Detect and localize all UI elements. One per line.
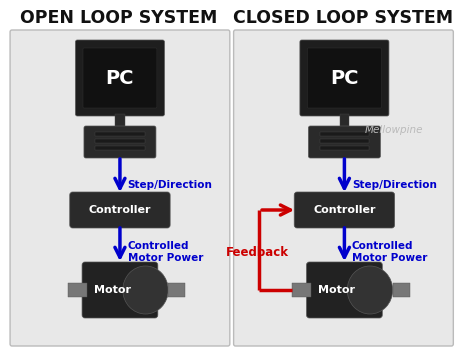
Text: Controller: Controller bbox=[89, 205, 151, 215]
Circle shape bbox=[123, 266, 168, 314]
Bar bbox=[320, 139, 369, 143]
Bar bbox=[320, 132, 369, 136]
Bar bbox=[168, 283, 185, 297]
FancyBboxPatch shape bbox=[75, 40, 164, 116]
Bar bbox=[392, 283, 410, 297]
Text: Controlled
Motor Power: Controlled Motor Power bbox=[352, 241, 428, 263]
FancyBboxPatch shape bbox=[300, 40, 389, 116]
Bar bbox=[95, 132, 145, 136]
Bar bbox=[340, 114, 349, 128]
FancyBboxPatch shape bbox=[83, 48, 157, 108]
Text: Motor: Motor bbox=[94, 285, 131, 295]
FancyBboxPatch shape bbox=[84, 126, 156, 158]
Text: PC: PC bbox=[330, 68, 359, 88]
Text: Motor: Motor bbox=[319, 285, 356, 295]
FancyBboxPatch shape bbox=[307, 262, 383, 318]
Text: OPEN LOOP SYSTEM: OPEN LOOP SYSTEM bbox=[20, 9, 218, 27]
Text: PC: PC bbox=[106, 68, 134, 88]
Text: Step/Direction: Step/Direction bbox=[128, 180, 212, 190]
Text: Controlled
Motor Power: Controlled Motor Power bbox=[128, 241, 203, 263]
Bar bbox=[68, 283, 87, 297]
Bar bbox=[115, 114, 125, 128]
Bar bbox=[320, 146, 369, 150]
FancyBboxPatch shape bbox=[309, 126, 381, 158]
Text: CLOSED LOOP SYSTEM: CLOSED LOOP SYSTEM bbox=[233, 9, 454, 27]
Text: Controller: Controller bbox=[313, 205, 376, 215]
FancyBboxPatch shape bbox=[10, 30, 230, 346]
FancyBboxPatch shape bbox=[234, 30, 453, 346]
Text: Step/Direction: Step/Direction bbox=[352, 180, 437, 190]
Bar bbox=[95, 146, 145, 150]
Circle shape bbox=[347, 266, 392, 314]
FancyBboxPatch shape bbox=[294, 192, 394, 228]
Text: Mellowpine: Mellowpine bbox=[365, 125, 423, 135]
Bar bbox=[292, 283, 311, 297]
FancyBboxPatch shape bbox=[308, 48, 382, 108]
Bar bbox=[95, 139, 145, 143]
FancyBboxPatch shape bbox=[82, 262, 158, 318]
Text: Feedback: Feedback bbox=[226, 245, 289, 259]
FancyBboxPatch shape bbox=[70, 192, 170, 228]
